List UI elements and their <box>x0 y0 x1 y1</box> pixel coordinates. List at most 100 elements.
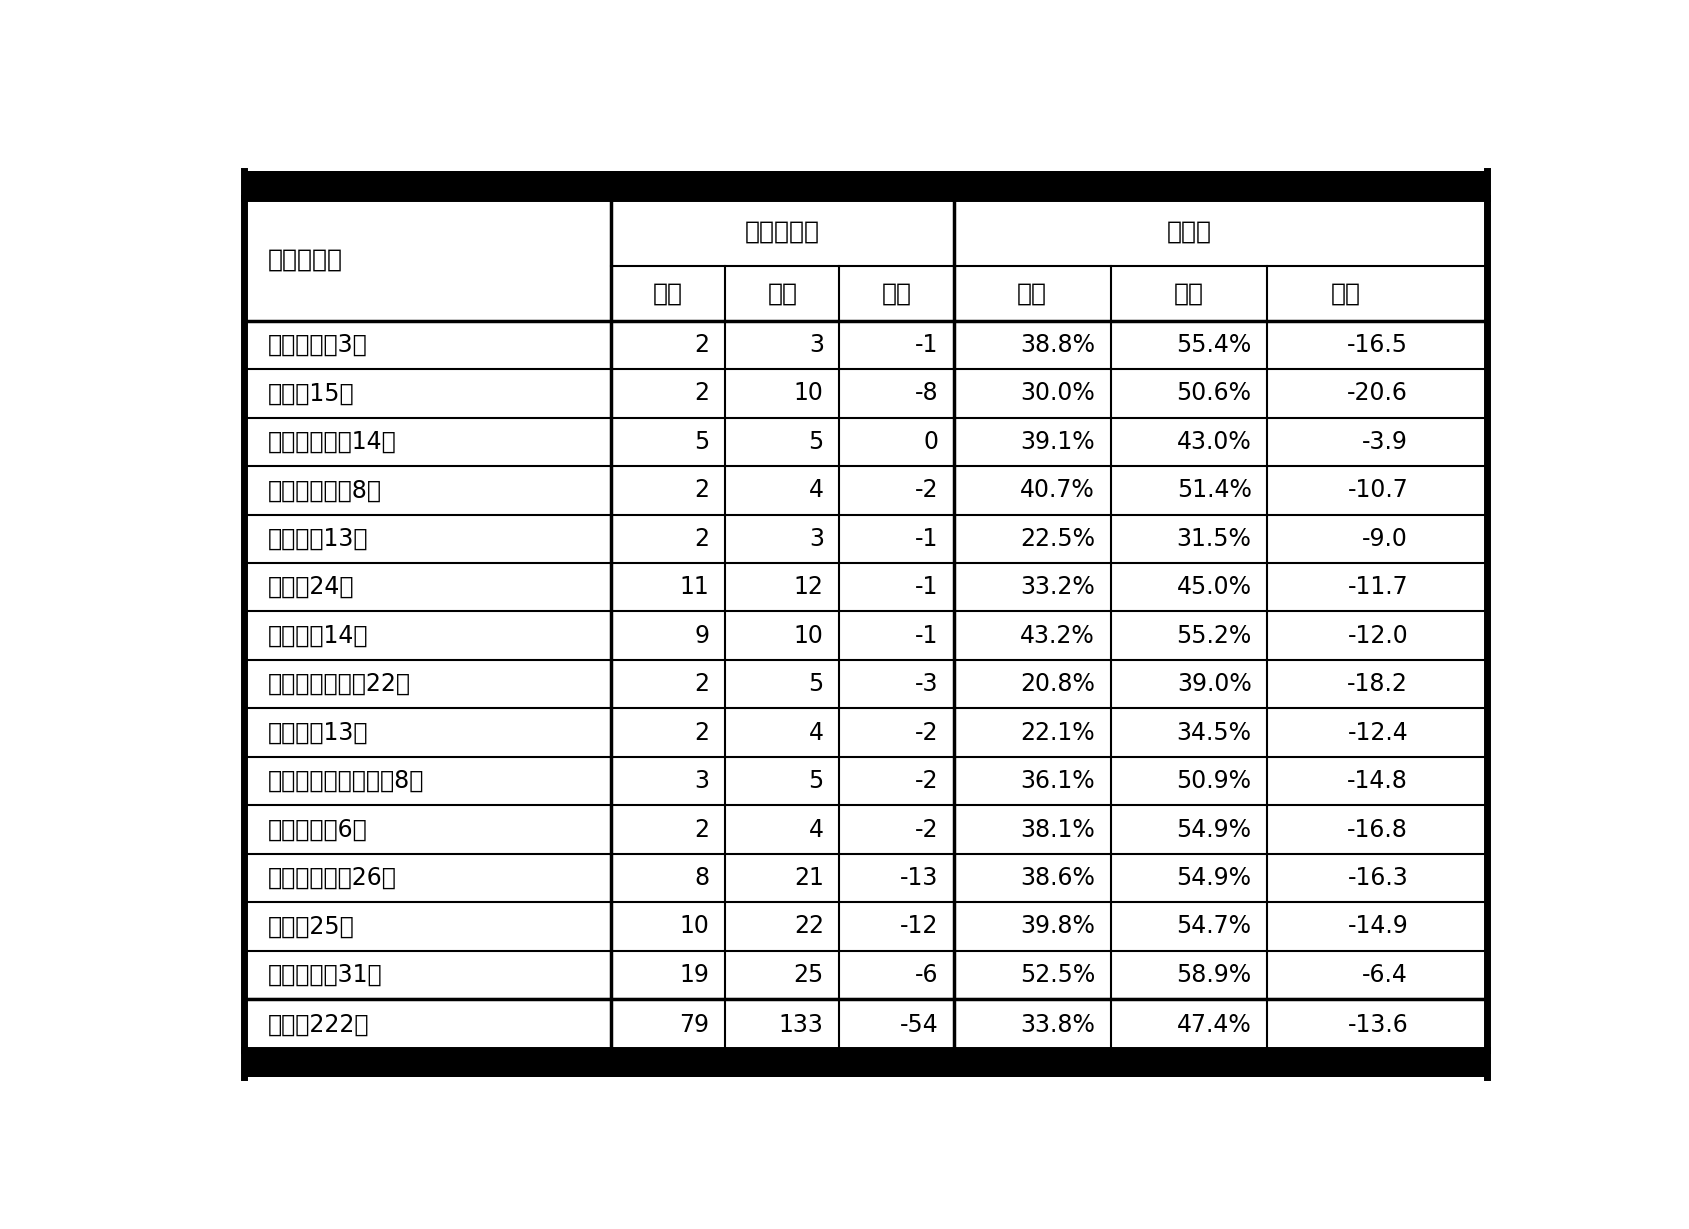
Text: 39.0%: 39.0% <box>1177 672 1252 696</box>
Text: 合計（222）: 合計（222） <box>267 1013 368 1036</box>
Text: 5: 5 <box>809 769 824 793</box>
Text: 9: 9 <box>694 623 709 648</box>
Text: 得票率: 得票率 <box>1167 220 1211 243</box>
Text: 今回: 今回 <box>1017 281 1047 305</box>
Text: サラワク！31）: サラワク！31） <box>267 964 382 987</box>
Text: 前回: 前回 <box>767 281 797 305</box>
Text: -12.0: -12.0 <box>1348 623 1409 648</box>
Text: ジョホール！26）: ジョホール！26） <box>267 866 397 890</box>
Text: 43.2%: 43.2% <box>1020 623 1094 648</box>
Text: 22.1%: 22.1% <box>1020 720 1094 745</box>
Text: 51.4%: 51.4% <box>1177 478 1252 503</box>
Text: 22.5%: 22.5% <box>1020 527 1094 551</box>
Bar <box>243 171 1488 198</box>
Text: -18.2: -18.2 <box>1348 672 1409 696</box>
Text: -10.7: -10.7 <box>1348 478 1409 503</box>
Text: -2: -2 <box>915 720 937 745</box>
Bar <box>243 1050 1488 1077</box>
Text: 8: 8 <box>694 866 709 890</box>
Text: 2: 2 <box>694 672 709 696</box>
Text: 43.0%: 43.0% <box>1177 430 1252 454</box>
Text: パハン！14）: パハン！14） <box>267 623 368 648</box>
Text: 55.2%: 55.2% <box>1176 623 1252 648</box>
Text: 22: 22 <box>794 914 824 939</box>
Text: 20.8%: 20.8% <box>1020 672 1094 696</box>
Text: -1: -1 <box>915 623 937 648</box>
Text: ヌグリスンビラン（8）: ヌグリスンビラン（8） <box>267 769 424 793</box>
Bar <box>243 951 1488 999</box>
Text: 133: 133 <box>779 1013 824 1036</box>
Bar <box>243 515 1488 563</box>
Text: 0: 0 <box>924 430 937 454</box>
Text: 2: 2 <box>694 381 709 406</box>
Text: -14.9: -14.9 <box>1348 914 1409 939</box>
Text: 39.1%: 39.1% <box>1020 430 1094 454</box>
Text: -20.6: -20.6 <box>1348 381 1409 406</box>
Text: 5: 5 <box>694 430 709 454</box>
Text: 54.9%: 54.9% <box>1177 866 1252 890</box>
Text: -3: -3 <box>915 672 937 696</box>
Bar <box>243 708 1488 757</box>
Text: ペラ！24）: ペラ！24） <box>267 575 355 600</box>
Text: -11.7: -11.7 <box>1348 575 1409 600</box>
Text: 31.5%: 31.5% <box>1177 527 1252 551</box>
Text: -2: -2 <box>915 817 937 842</box>
Bar <box>243 612 1488 660</box>
Text: 19: 19 <box>679 964 709 987</box>
Text: 2: 2 <box>694 720 709 745</box>
Text: 58.9%: 58.9% <box>1177 964 1252 987</box>
Text: -16.3: -16.3 <box>1348 866 1409 890</box>
Bar <box>243 265 1488 321</box>
Text: スランゴール！22）: スランゴール！22） <box>267 672 410 696</box>
Text: 議席（数）: 議席（数） <box>745 220 819 243</box>
Text: 5: 5 <box>809 672 824 696</box>
Text: -1: -1 <box>915 527 937 551</box>
Text: 55.4%: 55.4% <box>1176 333 1252 356</box>
Bar <box>243 805 1488 854</box>
Text: -12: -12 <box>900 914 937 939</box>
Text: 前回: 前回 <box>1174 281 1204 305</box>
Text: 40.7%: 40.7% <box>1020 478 1094 503</box>
Bar <box>243 757 1488 805</box>
Text: -1: -1 <box>915 333 937 356</box>
Bar <box>243 854 1488 902</box>
Text: -2: -2 <box>915 769 937 793</box>
Text: 今回: 今回 <box>654 281 682 305</box>
Text: -1: -1 <box>915 575 937 600</box>
Text: 54.9%: 54.9% <box>1177 817 1252 842</box>
Bar <box>243 902 1488 951</box>
Text: 10: 10 <box>794 381 824 406</box>
Text: 45.0%: 45.0% <box>1177 575 1252 600</box>
Text: -12.4: -12.4 <box>1348 720 1409 745</box>
Text: サバ！25）: サバ！25） <box>267 914 355 939</box>
Text: 10: 10 <box>679 914 709 939</box>
Text: -16.5: -16.5 <box>1348 333 1409 356</box>
Text: 増減: 増減 <box>1331 281 1361 305</box>
Text: -16.8: -16.8 <box>1348 817 1409 842</box>
Text: 52.5%: 52.5% <box>1020 964 1094 987</box>
Text: 50.9%: 50.9% <box>1177 769 1252 793</box>
Text: クランタン！14）: クランタン！14） <box>267 430 397 454</box>
Bar <box>243 563 1488 612</box>
Text: 36.1%: 36.1% <box>1020 769 1094 793</box>
Text: 3: 3 <box>809 333 824 356</box>
Text: 50.6%: 50.6% <box>1177 381 1252 406</box>
Text: -6: -6 <box>915 964 937 987</box>
Text: 25: 25 <box>794 964 824 987</box>
Bar <box>243 466 1488 515</box>
Text: -9.0: -9.0 <box>1363 527 1409 551</box>
Text: 33.8%: 33.8% <box>1020 1013 1094 1036</box>
Text: -14.8: -14.8 <box>1348 769 1409 793</box>
Text: 4: 4 <box>809 478 824 503</box>
Bar <box>243 999 1488 1050</box>
Text: 38.8%: 38.8% <box>1020 333 1094 356</box>
Text: 11: 11 <box>679 575 709 600</box>
Text: 54.7%: 54.7% <box>1177 914 1252 939</box>
Text: -8: -8 <box>914 381 937 406</box>
Text: -6.4: -6.4 <box>1363 964 1409 987</box>
Text: -2: -2 <box>915 478 937 503</box>
Text: ペナン！13）: ペナン！13） <box>267 527 368 551</box>
Text: クダ！15）: クダ！15） <box>267 381 355 406</box>
Text: 38.1%: 38.1% <box>1020 817 1094 842</box>
Bar <box>243 660 1488 708</box>
